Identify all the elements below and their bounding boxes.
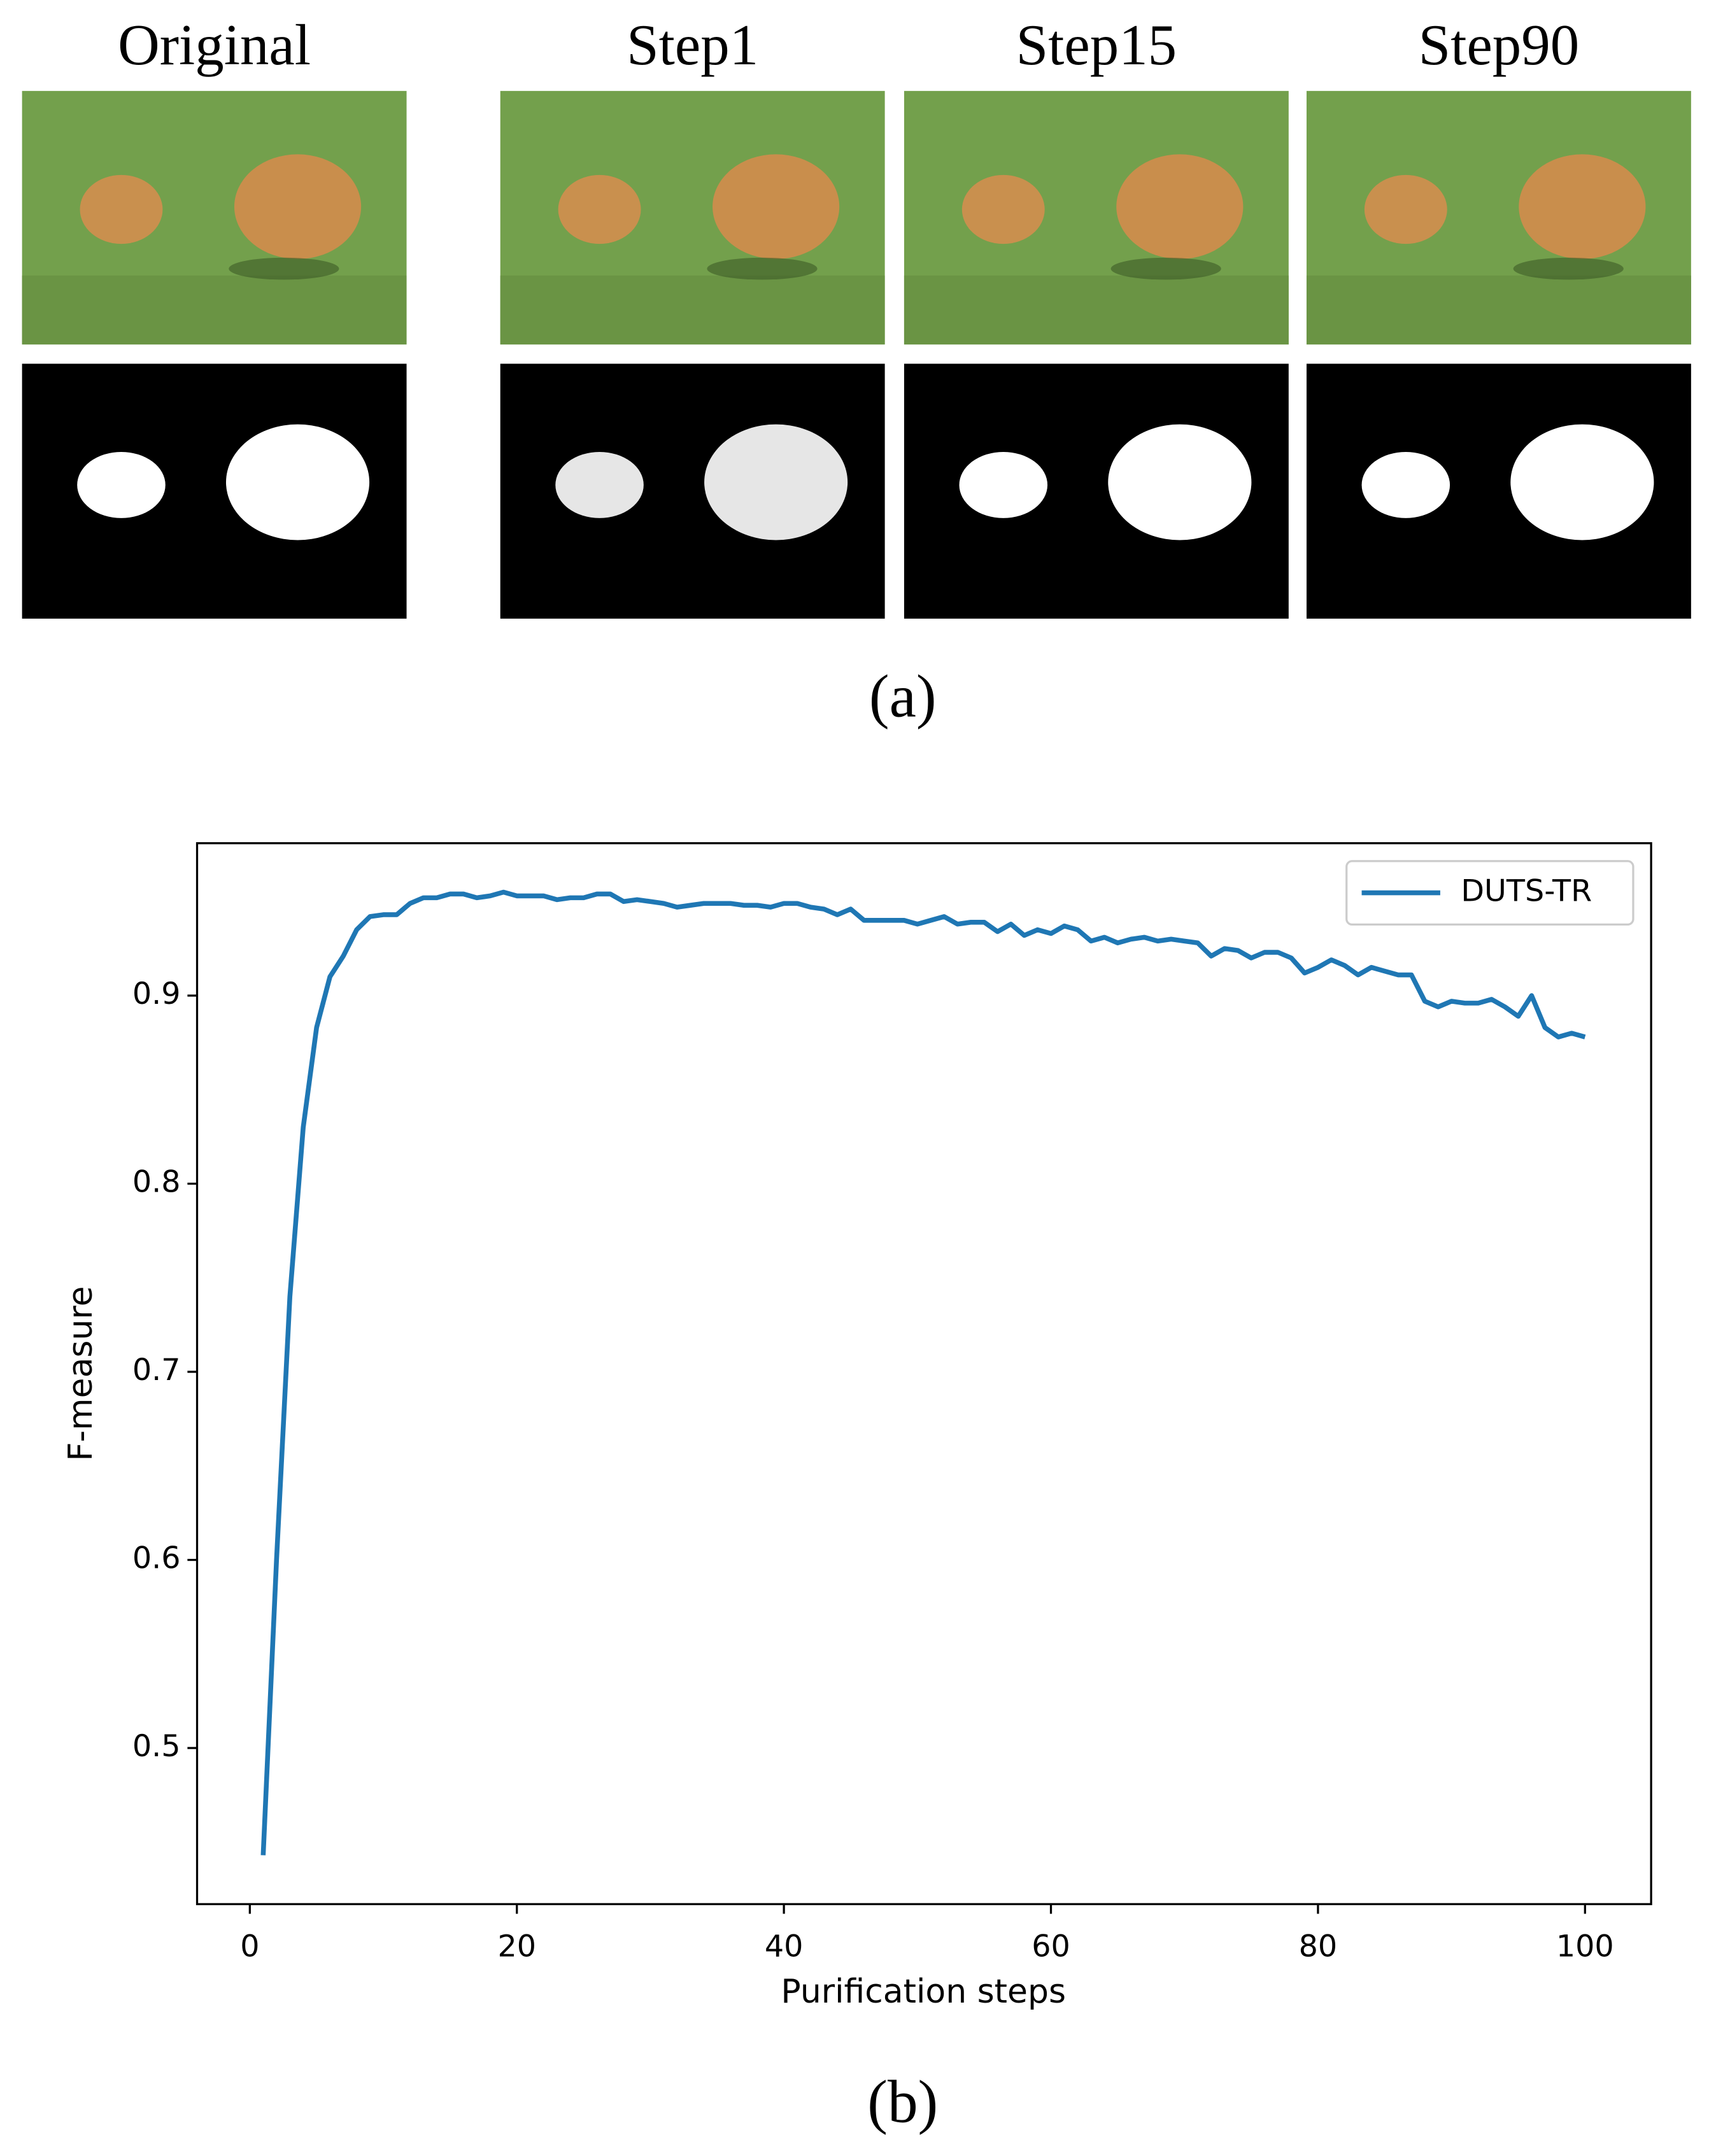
legend-label: DUTS-TR bbox=[1461, 874, 1592, 909]
dog-large bbox=[1116, 154, 1244, 259]
legend-box bbox=[1345, 860, 1635, 926]
y-tick-label: 0.5 bbox=[132, 1729, 181, 1764]
shadow bbox=[1110, 257, 1221, 280]
x-tick-label: 80 bbox=[1299, 1929, 1338, 1964]
panel-label: (a) bbox=[869, 663, 937, 730]
y-axis-label: F-measure bbox=[62, 1286, 100, 1461]
mask-blob bbox=[225, 424, 370, 540]
mask-blob bbox=[1361, 451, 1450, 518]
dog-large bbox=[234, 154, 362, 259]
x-tick-label: 0 bbox=[240, 1929, 259, 1964]
x-axis-label: Purification steps bbox=[781, 1973, 1066, 2011]
mask-blob bbox=[1108, 424, 1252, 540]
x-tick-label: 100 bbox=[1556, 1929, 1614, 1964]
x-tick-label: 60 bbox=[1032, 1929, 1070, 1964]
shadow bbox=[707, 257, 818, 280]
grass-shade bbox=[500, 275, 885, 345]
column-title: Step1 bbox=[627, 13, 758, 77]
dog-large bbox=[713, 154, 840, 259]
panel-label: (b) bbox=[867, 2068, 938, 2136]
grass-shade bbox=[904, 275, 1289, 345]
y-tick-label: 0.9 bbox=[132, 976, 181, 1011]
x-tick-label: 40 bbox=[765, 1929, 804, 1964]
y-tick-label: 0.6 bbox=[132, 1541, 181, 1576]
shadow bbox=[229, 257, 339, 280]
dog-small bbox=[558, 174, 641, 244]
mask-blob bbox=[77, 451, 166, 518]
dog-small bbox=[961, 174, 1045, 244]
y-tick-label: 0.8 bbox=[132, 1165, 181, 1200]
mask-blob bbox=[959, 451, 1048, 518]
mask-blob bbox=[1510, 424, 1654, 540]
x-tick-label: 20 bbox=[497, 1929, 536, 1964]
mask-blob bbox=[704, 424, 848, 540]
grass-shade bbox=[1306, 275, 1691, 345]
dog-small bbox=[80, 174, 163, 244]
data-line bbox=[260, 889, 1586, 1856]
column-title: Original bbox=[118, 13, 311, 77]
column-title: Step15 bbox=[1016, 13, 1177, 77]
plot-frame bbox=[195, 842, 1652, 1905]
y-tick-label: 0.7 bbox=[132, 1353, 181, 1388]
grass-shade bbox=[22, 275, 407, 345]
dog-large bbox=[1519, 154, 1646, 259]
column-title: Step90 bbox=[1419, 13, 1579, 77]
shadow bbox=[1513, 257, 1624, 280]
dog-small bbox=[1364, 174, 1447, 244]
mask-blob bbox=[555, 451, 644, 518]
